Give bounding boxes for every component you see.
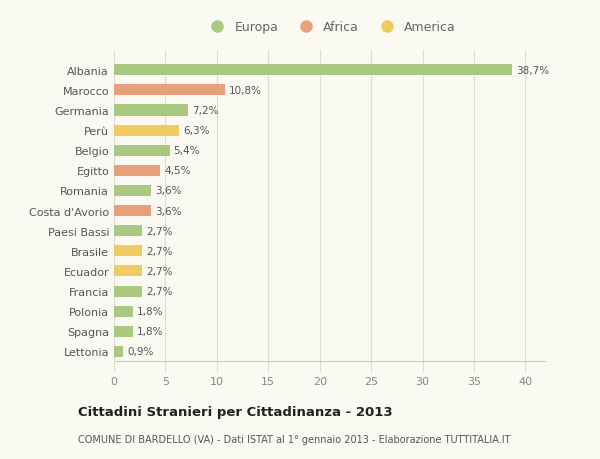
Text: COMUNE DI BARDELLO (VA) - Dati ISTAT al 1° gennaio 2013 - Elaborazione TUTTITALI: COMUNE DI BARDELLO (VA) - Dati ISTAT al …	[78, 434, 511, 443]
Text: Cittadini Stranieri per Cittadinanza - 2013: Cittadini Stranieri per Cittadinanza - 2…	[78, 405, 392, 419]
Bar	[114, 146, 170, 157]
Text: 2,7%: 2,7%	[146, 266, 172, 276]
Text: 6,3%: 6,3%	[183, 126, 209, 136]
Bar	[114, 85, 225, 96]
Text: 38,7%: 38,7%	[516, 66, 549, 76]
Text: 1,8%: 1,8%	[137, 307, 163, 317]
Text: 10,8%: 10,8%	[229, 86, 262, 95]
Bar	[114, 185, 151, 196]
Bar	[114, 266, 142, 277]
Bar	[114, 206, 151, 217]
Legend: Europa, Africa, America: Europa, Africa, America	[204, 22, 456, 34]
Bar	[114, 125, 179, 136]
Bar	[114, 326, 133, 337]
Bar	[114, 306, 133, 317]
Bar	[114, 246, 142, 257]
Text: 1,8%: 1,8%	[137, 327, 163, 336]
Text: 2,7%: 2,7%	[146, 226, 172, 236]
Bar	[114, 105, 188, 116]
Text: 0,9%: 0,9%	[127, 347, 154, 357]
Bar	[114, 165, 160, 177]
Text: 7,2%: 7,2%	[192, 106, 218, 116]
Text: 4,5%: 4,5%	[164, 166, 191, 176]
Bar	[114, 65, 512, 76]
Bar	[114, 286, 142, 297]
Bar	[114, 226, 142, 237]
Bar	[114, 346, 123, 357]
Text: 5,4%: 5,4%	[173, 146, 200, 156]
Text: 2,7%: 2,7%	[146, 246, 172, 256]
Text: 3,6%: 3,6%	[155, 186, 182, 196]
Text: 3,6%: 3,6%	[155, 206, 182, 216]
Text: 2,7%: 2,7%	[146, 286, 172, 297]
